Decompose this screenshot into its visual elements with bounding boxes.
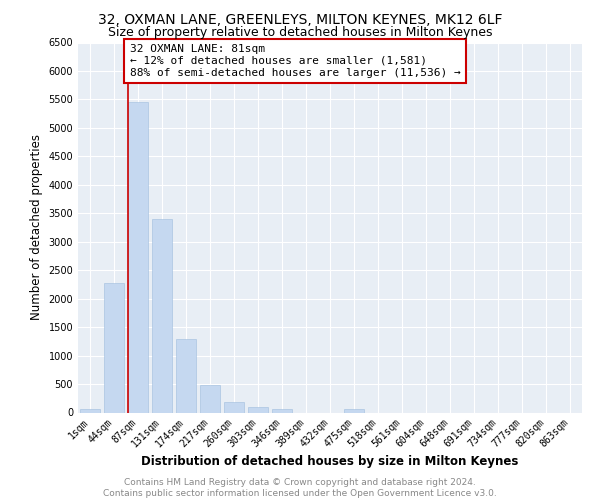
Y-axis label: Number of detached properties: Number of detached properties xyxy=(30,134,43,320)
Bar xyxy=(200,384,220,412)
Bar xyxy=(344,410,364,412)
Text: Size of property relative to detached houses in Milton Keynes: Size of property relative to detached ho… xyxy=(108,26,492,39)
X-axis label: Distribution of detached houses by size in Milton Keynes: Distribution of detached houses by size … xyxy=(142,455,518,468)
Text: 32 OXMAN LANE: 81sqm
← 12% of detached houses are smaller (1,581)
88% of semi-de: 32 OXMAN LANE: 81sqm ← 12% of detached h… xyxy=(130,44,460,78)
Bar xyxy=(224,402,244,412)
Bar xyxy=(152,219,172,412)
Text: Contains HM Land Registry data © Crown copyright and database right 2024.
Contai: Contains HM Land Registry data © Crown c… xyxy=(103,478,497,498)
Bar xyxy=(128,102,148,412)
Bar xyxy=(176,338,196,412)
Bar xyxy=(80,409,100,412)
Text: 32, OXMAN LANE, GREENLEYS, MILTON KEYNES, MK12 6LF: 32, OXMAN LANE, GREENLEYS, MILTON KEYNES… xyxy=(98,12,502,26)
Bar xyxy=(104,282,124,412)
Bar xyxy=(272,410,292,412)
Bar xyxy=(248,408,268,412)
